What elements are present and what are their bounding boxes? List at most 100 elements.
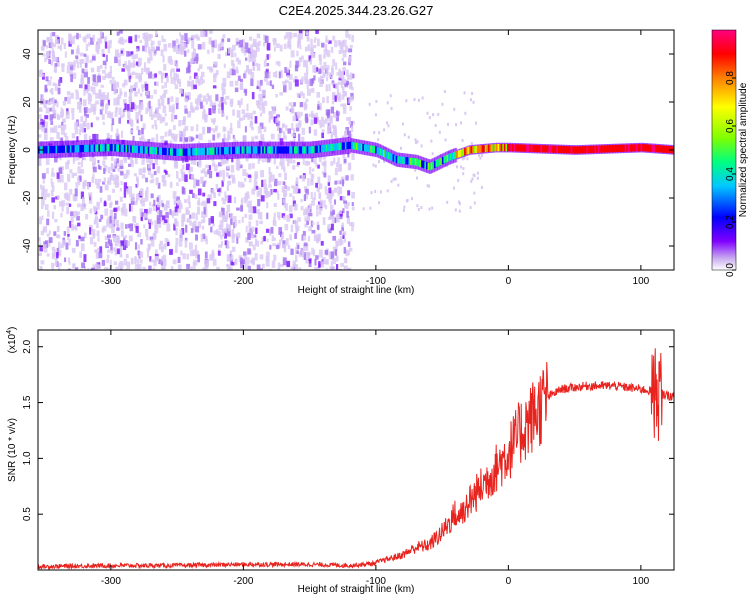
heatmap-cell xyxy=(334,199,337,205)
heatmap-cell xyxy=(236,236,239,244)
heatmap-cell xyxy=(351,120,355,125)
heatmap-cell xyxy=(144,228,149,237)
heatmap-cell xyxy=(107,166,111,174)
heatmap-cell xyxy=(138,57,142,66)
heatmap-cell xyxy=(122,108,126,112)
heatmap-cell xyxy=(116,227,120,231)
heatmap-cell xyxy=(106,133,110,139)
heatmap-cell xyxy=(215,125,219,130)
heatmap-cell xyxy=(148,265,152,270)
heatmap-cell xyxy=(314,37,317,41)
heatmap-cell xyxy=(64,182,68,191)
heatmap-cell xyxy=(180,168,184,175)
heatmap-cell xyxy=(318,183,323,190)
heatmap-cell xyxy=(252,41,256,47)
heatmap-cell xyxy=(247,114,250,121)
heatmap-cell xyxy=(120,268,123,270)
snr-frame xyxy=(37,329,675,571)
heatmap-cell xyxy=(138,168,143,175)
heatmap-cell xyxy=(173,46,177,52)
heatmap-cell xyxy=(313,39,316,43)
heatmap-cell xyxy=(341,135,345,139)
heatmap-cell xyxy=(343,200,348,204)
heatmap-cell xyxy=(123,237,126,241)
heatmap-cell xyxy=(340,47,344,54)
heatmap-cell xyxy=(54,156,58,163)
heatmap-cell xyxy=(255,185,259,190)
heatmap-cell xyxy=(206,93,210,97)
heatmap-cell xyxy=(189,105,194,113)
heatmap-cell xyxy=(180,250,183,256)
x-tick-label: -200 xyxy=(233,576,253,587)
heatmap-cell xyxy=(200,147,203,156)
heatmap-cell xyxy=(259,122,264,129)
heatmap-cell xyxy=(202,192,206,197)
heatmap-cell xyxy=(222,215,227,220)
heatmap-cell xyxy=(66,65,70,74)
heatmap-cell xyxy=(56,252,59,259)
heatmap-cell xyxy=(342,39,347,47)
heatmap-cell xyxy=(462,167,465,171)
heatmap-cell xyxy=(350,92,354,100)
heatmap-cell xyxy=(91,82,96,86)
heatmap-cell xyxy=(304,223,308,228)
heatmap-cell xyxy=(315,163,318,168)
heatmap-cell xyxy=(518,144,521,152)
heatmap-cell xyxy=(248,36,253,41)
heatmap-cell xyxy=(251,146,254,154)
heatmap-cell xyxy=(164,72,168,78)
heatmap-cell xyxy=(74,224,78,231)
heatmap-cell xyxy=(379,148,383,156)
heatmap-cell xyxy=(39,216,43,225)
heatmap-cell xyxy=(263,77,268,82)
heatmap-cell xyxy=(328,198,332,202)
heatmap-cell xyxy=(76,155,80,161)
heatmap-cell xyxy=(278,127,282,134)
heatmap-cell xyxy=(440,157,443,165)
heatmap-cell xyxy=(270,146,273,154)
heatmap-cell xyxy=(287,128,292,134)
heatmap-cell xyxy=(38,157,42,166)
heatmap-cell xyxy=(263,187,267,194)
heatmap-cell xyxy=(500,144,504,152)
heatmap-cell xyxy=(54,56,58,62)
heatmap-cell xyxy=(542,145,545,153)
heatmap-cell xyxy=(135,112,139,120)
heatmap-cell xyxy=(324,186,328,190)
heatmap-cell xyxy=(53,231,57,236)
heatmap-cell xyxy=(289,60,292,68)
heatmap-cell xyxy=(116,224,120,228)
heatmap-cell xyxy=(486,144,489,152)
heatmap-cell xyxy=(109,215,112,224)
heatmap-cell xyxy=(464,111,467,115)
heatmap-cell xyxy=(133,216,137,223)
heatmap-cell xyxy=(232,63,235,71)
heatmap-cell xyxy=(132,63,136,67)
heatmap-cell xyxy=(113,261,117,266)
heatmap-cell xyxy=(389,94,392,98)
heatmap-cell xyxy=(116,134,120,143)
heatmap-cell xyxy=(307,207,310,212)
heatmap-cell xyxy=(437,112,440,116)
heatmap-cell xyxy=(89,227,92,235)
heatmap-cell xyxy=(42,53,46,57)
heatmap-cell xyxy=(315,30,319,34)
heatmap-cell xyxy=(62,239,66,247)
heatmap-cell xyxy=(245,155,249,162)
heatmap-cell xyxy=(277,211,281,218)
heatmap-cell xyxy=(290,50,295,58)
heatmap-cell xyxy=(307,251,310,260)
heatmap-cell xyxy=(179,41,183,49)
heatmap-cell xyxy=(46,45,49,49)
heatmap-cell xyxy=(189,266,193,270)
heatmap-cell xyxy=(561,145,564,154)
heatmap-cell xyxy=(189,189,193,194)
heatmap-cell xyxy=(79,128,82,136)
heatmap-cell xyxy=(315,112,318,121)
heatmap-cell xyxy=(158,103,161,110)
heatmap-cell xyxy=(266,202,269,209)
heatmap-cell xyxy=(319,80,323,88)
heatmap-cell xyxy=(284,172,287,181)
heatmap-cell xyxy=(309,166,312,175)
heatmap-cell xyxy=(205,259,209,266)
